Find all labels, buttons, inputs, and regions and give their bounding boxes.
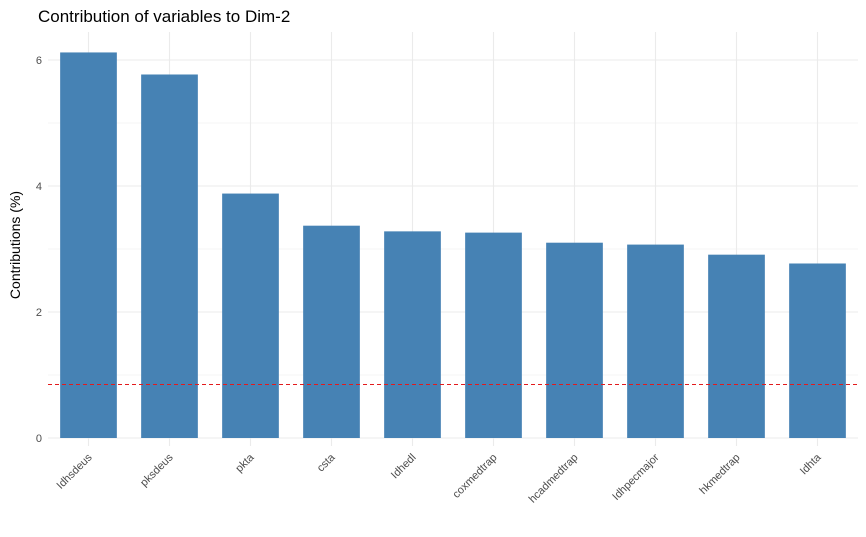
bars xyxy=(60,52,846,439)
chart-title: Contribution of variables to Dim-2 xyxy=(38,7,290,26)
x-tick-label: pksdeus xyxy=(138,451,176,489)
x-tick-label: pkta xyxy=(233,451,257,475)
y-tick-label: 6 xyxy=(36,55,42,67)
bar-hcadmedtrap xyxy=(546,242,603,438)
y-tick-labels: 0 2 4 6 xyxy=(36,55,42,445)
bar-Idhpecmajor xyxy=(627,244,684,438)
x-tick-labels: Idhsdeus pksdeus pkta csta Idhedl coxmedtrap h… xyxy=(55,451,825,506)
x-tick-label: hkmedtrap xyxy=(697,452,742,497)
bar-pkta xyxy=(222,193,279,438)
x-tick-label: Idhedl xyxy=(389,452,419,482)
bar-coxmedtrap xyxy=(465,232,522,438)
bar-csta xyxy=(303,225,360,438)
bar-Idhedl xyxy=(384,231,441,438)
x-tick-label: csta xyxy=(315,451,338,474)
bar-Idhsdeus xyxy=(60,52,117,438)
x-tick-label: Idhta xyxy=(798,451,824,477)
x-tick-label: hcadmedtrap xyxy=(527,452,581,506)
x-tick-label: coxmedtrap xyxy=(450,452,499,501)
bar-hkmedtrap xyxy=(708,254,765,438)
x-tick-label: Idhsdeus xyxy=(55,451,95,491)
bar-Idhta xyxy=(789,263,846,438)
y-tick-label: 4 xyxy=(36,181,42,193)
x-tick-label: Idhpecmajor xyxy=(610,451,662,503)
y-tick-label: 0 xyxy=(36,433,42,445)
y-axis-label: Contributions (%) xyxy=(7,191,23,299)
y-tick-label: 2 xyxy=(36,307,42,319)
bar-pksdeus xyxy=(141,74,198,439)
